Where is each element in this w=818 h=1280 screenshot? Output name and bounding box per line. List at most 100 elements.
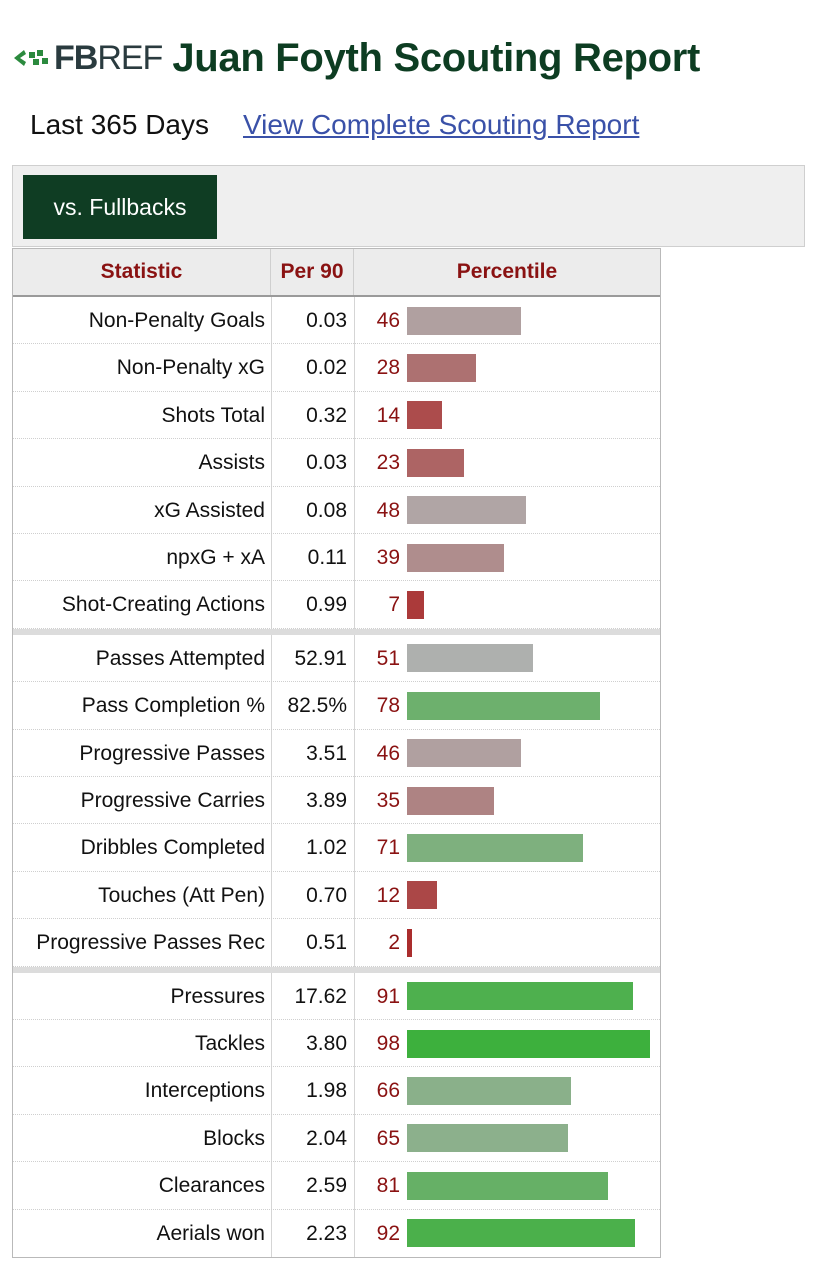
stat-name: Aerials won [156, 1221, 265, 1245]
per-90-value: 82.5% [287, 694, 347, 718]
table-row: npxG + xA 0.11 39 [13, 534, 660, 582]
row-divider [13, 438, 660, 440]
logo-text-bold: FB [54, 38, 98, 77]
stat-name: Progressive Carries [80, 789, 265, 812]
scouting-report-table: Statistic Per 90 Percentile Non-Penalty … [12, 248, 661, 1258]
row-divider [13, 485, 660, 487]
percentile-value: 92 [376, 1221, 400, 1245]
percentile-value: 14 [376, 403, 400, 427]
stat-name: Pass Completion % [81, 694, 265, 718]
percentile-bar [407, 354, 477, 383]
percentile-value: 71 [376, 836, 400, 860]
per-90-value: 0.08 [306, 498, 347, 522]
percentile-bar [407, 644, 534, 673]
row-divider [13, 870, 660, 872]
percentile-value: 46 [376, 741, 400, 765]
stat-name: Non-Penalty Goals [88, 309, 265, 332]
percentile-value: 28 [376, 356, 400, 380]
table-row: Blocks 2.04 65 [13, 1115, 660, 1163]
per-90-value: 3.51 [306, 741, 347, 765]
per-90-value: 0.32 [306, 403, 347, 427]
table-row: Pressures 17.62 91 [13, 973, 660, 1020]
complete-report-link[interactable]: View Complete Scouting Report [243, 109, 640, 140]
percentile-value: 78 [376, 694, 400, 718]
percentile-bar [407, 881, 437, 910]
percentile-bar [407, 1219, 636, 1248]
table-row: Non-Penalty Goals 0.03 46 [13, 297, 660, 345]
fbref-logo[interactable]: FB REF [12, 30, 163, 86]
per-90-value: 2.23 [306, 1221, 347, 1245]
percentile-value: 51 [376, 646, 400, 670]
percentile-value: 46 [376, 309, 400, 332]
per-90-value: 0.02 [306, 356, 347, 380]
stat-name: Clearances [158, 1174, 265, 1198]
per-90-value: 1.02 [306, 836, 347, 860]
per-90-value: 3.80 [306, 1032, 347, 1055]
row-divider [13, 1066, 660, 1068]
row-divider [13, 627, 660, 629]
row-divider [13, 390, 660, 392]
period-label: Last 365 Days [30, 109, 209, 140]
row-divider [13, 580, 660, 582]
table-row: Shot-Creating Actions 0.99 7 [13, 581, 660, 629]
group-separator [13, 966, 660, 973]
row-divider [13, 775, 660, 777]
table-row: Passes Attempted 52.91 51 [13, 635, 660, 683]
percentile-value: 35 [376, 789, 400, 812]
table-row: Assists 0.03 23 [13, 439, 660, 487]
percentile-value: 39 [376, 546, 400, 569]
percentile-value: 12 [376, 883, 400, 907]
stat-name: Shots Total [161, 403, 265, 427]
percentile-bar [407, 448, 465, 477]
percentile-value: 66 [376, 1079, 400, 1103]
percentile-value: 2 [388, 931, 400, 955]
percentile-bar [407, 401, 442, 430]
per-90-value: 17.62 [294, 984, 347, 1008]
tab-vs-fullbacks[interactable]: vs. Fullbacks [23, 175, 217, 239]
stat-name: Tackles [194, 1032, 265, 1055]
per-90-value: 3.89 [306, 789, 347, 812]
per-90-value: 0.70 [306, 883, 347, 907]
stat-name: Passes Attempted [95, 646, 265, 670]
row-divider [13, 728, 660, 730]
page-title: Juan Foyth Scouting Report [172, 35, 701, 80]
percentile-bar [407, 496, 527, 525]
row-divider [13, 823, 660, 825]
table-row: Touches (Att Pen) 0.70 12 [13, 872, 660, 920]
table-row: Shots Total 0.32 14 [13, 392, 660, 440]
table-row: Interceptions 1.98 66 [13, 1067, 660, 1115]
percentile-bar [407, 1171, 608, 1200]
per-90-value: 52.91 [294, 646, 347, 670]
per-90-value: 0.51 [306, 931, 347, 955]
table-header: Statistic Per 90 Percentile [13, 249, 660, 297]
table-row: Clearances 2.59 81 [13, 1162, 660, 1210]
stat-name: Blocks [203, 1126, 265, 1150]
column-header-statistic[interactable]: Statistic [13, 249, 271, 295]
table-row: Dribbles Completed 1.02 71 [13, 824, 660, 872]
stat-name: Assists [198, 451, 265, 475]
row-divider [13, 681, 660, 683]
per-90-value: 1.98 [306, 1079, 347, 1103]
stat-name: Shot-Creating Actions [61, 593, 265, 617]
percentile-bar [407, 543, 504, 572]
percentile-bar [407, 739, 522, 768]
subheader: Last 365 Days View Complete Scouting Rep… [30, 100, 639, 150]
stat-name: Progressive Passes [79, 741, 265, 765]
stat-name: Interceptions [144, 1079, 265, 1103]
percentile-bar [407, 834, 584, 863]
stat-name: Dribbles Completed [80, 836, 265, 860]
column-header-percentile[interactable]: Percentile [456, 260, 558, 283]
stat-name: Progressive Passes Rec [36, 931, 265, 955]
percentile-bar [407, 306, 522, 335]
table-row: Tackles 3.80 98 [13, 1020, 660, 1068]
table-row: Pass Completion % 82.5% 78 [13, 682, 660, 730]
stat-name: Touches (Att Pen) [98, 883, 265, 907]
column-header-per-90[interactable]: Per 90 [271, 249, 354, 295]
percentile-value: 48 [376, 498, 400, 522]
table-row: Progressive Carries 3.89 35 [13, 777, 660, 825]
stat-name: Pressures [170, 984, 265, 1008]
row-divider [13, 965, 660, 967]
group-separator [13, 628, 660, 635]
percentile-value: 98 [376, 1032, 400, 1055]
percentile-bar [407, 591, 425, 620]
